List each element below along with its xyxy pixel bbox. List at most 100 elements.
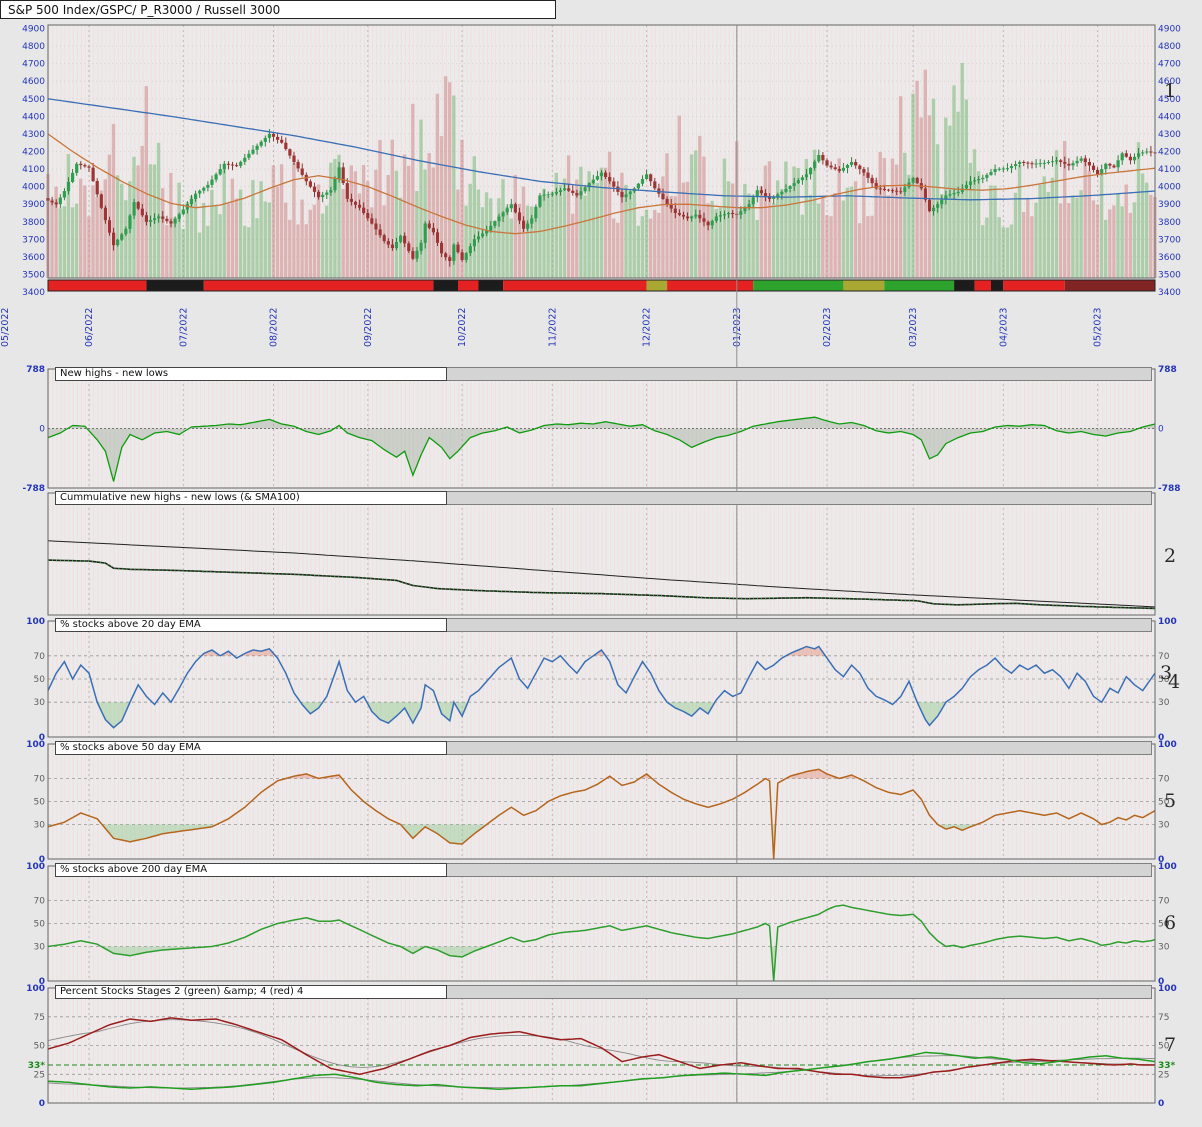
svg-text:70: 70 <box>34 897 46 907</box>
svg-text:70: 70 <box>34 652 46 662</box>
svg-text:4100: 4100 <box>22 165 45 175</box>
cumulative-nh-nl-panel <box>47 492 1156 616</box>
svg-text:-788: -788 <box>1158 484 1181 494</box>
svg-text:3700: 3700 <box>22 235 45 245</box>
pct-above-50ema-panel: 100 100 70 70 50 50 30 30 0 0 <box>26 740 1177 865</box>
svg-text:4300: 4300 <box>1158 130 1181 140</box>
svg-text:4000: 4000 <box>22 183 45 193</box>
panel-label-pct-above-50ema[interactable]: % stocks above 50 day EMA <box>55 741 447 755</box>
svg-text:50: 50 <box>34 675 46 685</box>
svg-text:4100: 4100 <box>1158 165 1181 175</box>
svg-text:3500: 3500 <box>22 271 45 281</box>
panel-label-new-highs-new-lows[interactable]: New highs - new lows <box>55 367 447 381</box>
svg-text:70: 70 <box>34 775 46 785</box>
panel-number-3: 3 <box>1160 662 1173 684</box>
svg-text:70: 70 <box>1158 897 1170 907</box>
date-axis: 05/2022 06/2022 07/2022 08/2022 09/2022 10/20… <box>0 308 1104 347</box>
svg-text:11/2022: 11/2022 <box>547 308 558 347</box>
svg-text:4200: 4200 <box>22 148 45 158</box>
svg-text:3700: 3700 <box>1158 235 1181 245</box>
svg-text:33*: 33* <box>28 1061 46 1071</box>
svg-text:4600: 4600 <box>22 77 45 87</box>
panel-number-1: 1 <box>1164 80 1177 102</box>
panel-header-band <box>446 491 1152 505</box>
svg-text:05/2023: 05/2023 <box>1093 308 1104 347</box>
chart-title-bar: S&P 500 Index/GSPC/ P_R3000 / Russell 30… <box>0 0 556 19</box>
svg-text:4000: 4000 <box>1158 183 1181 193</box>
svg-text:02/2023: 02/2023 <box>822 308 833 347</box>
svg-text:0: 0 <box>39 977 45 987</box>
svg-text:4800: 4800 <box>22 42 45 52</box>
svg-text:4900: 4900 <box>1158 25 1181 35</box>
svg-text:3600: 3600 <box>22 253 45 263</box>
svg-text:0: 0 <box>1158 733 1164 743</box>
panel-label-pct-above-20ema[interactable]: % stocks above 20 day EMA <box>55 618 447 632</box>
panel-label-cumulative-nh-nl[interactable]: Cummulative new highs - new lows (& SMA1… <box>55 491 447 505</box>
svg-text:3400: 3400 <box>1158 288 1181 298</box>
svg-text:4900: 4900 <box>22 25 45 35</box>
panel-header-band <box>446 985 1152 999</box>
svg-text:100: 100 <box>1158 862 1177 872</box>
svg-text:3400: 3400 <box>22 288 45 298</box>
svg-text:100: 100 <box>26 984 45 994</box>
svg-text:3800: 3800 <box>22 218 45 228</box>
svg-text:100: 100 <box>1158 617 1177 627</box>
svg-text:4600: 4600 <box>1158 77 1181 87</box>
svg-text:3800: 3800 <box>1158 218 1181 228</box>
svg-text:0: 0 <box>1158 977 1164 987</box>
svg-text:30: 30 <box>34 821 46 831</box>
panel-header-band <box>446 741 1152 755</box>
panel-header-band <box>446 863 1152 877</box>
svg-text:-788: -788 <box>22 484 45 494</box>
svg-text:50: 50 <box>1158 1042 1170 1052</box>
svg-text:3500: 3500 <box>1158 271 1181 281</box>
svg-text:0: 0 <box>39 855 45 865</box>
svg-text:30: 30 <box>1158 943 1170 953</box>
panel-number-5: 5 <box>1164 790 1177 812</box>
svg-text:75: 75 <box>34 1013 45 1023</box>
svg-text:0: 0 <box>1158 855 1164 865</box>
svg-text:70: 70 <box>1158 652 1170 662</box>
svg-text:3600: 3600 <box>1158 253 1181 263</box>
panel-header-band <box>446 367 1152 381</box>
svg-text:30: 30 <box>1158 698 1170 708</box>
svg-text:75: 75 <box>1158 1013 1169 1023</box>
svg-text:09/2022: 09/2022 <box>363 308 374 347</box>
svg-text:100: 100 <box>26 862 45 872</box>
svg-text:100: 100 <box>26 740 45 750</box>
panel-header-band <box>446 618 1152 632</box>
main-price-panel: 4900 4900 4800 4800 4700 4700 4600 4600 4500 4500… <box>22 24 1181 298</box>
svg-text:0: 0 <box>39 425 45 435</box>
svg-text:50: 50 <box>34 920 46 930</box>
svg-text:08/2022: 08/2022 <box>269 308 280 347</box>
svg-text:25: 25 <box>34 1070 45 1080</box>
svg-text:4700: 4700 <box>1158 60 1181 70</box>
svg-text:4500: 4500 <box>1158 95 1181 105</box>
svg-text:3900: 3900 <box>1158 200 1181 210</box>
panel-label-pct-above-200ema[interactable]: % stocks above 200 day EMA <box>55 863 447 877</box>
svg-text:50: 50 <box>1158 798 1170 808</box>
svg-text:100: 100 <box>1158 984 1177 994</box>
svg-text:30: 30 <box>34 698 46 708</box>
svg-text:100: 100 <box>1158 740 1177 750</box>
svg-text:788: 788 <box>1158 365 1177 375</box>
svg-text:4500: 4500 <box>22 95 45 105</box>
svg-text:788: 788 <box>26 365 45 375</box>
svg-text:30: 30 <box>1158 821 1170 831</box>
stage-strip <box>47 279 1156 292</box>
ma200-line <box>47 98 1156 201</box>
svg-text:10/2022: 10/2022 <box>457 308 468 347</box>
svg-text:0: 0 <box>39 733 45 743</box>
panel-number-2: 2 <box>1164 545 1177 567</box>
svg-text:50: 50 <box>34 798 46 808</box>
panel-number-7: 7 <box>1164 1034 1177 1056</box>
svg-text:4300: 4300 <box>22 130 45 140</box>
panel-label-stages[interactable]: Percent Stocks Stages 2 (green) &amp; 4 … <box>55 985 447 999</box>
svg-text:06/2022: 06/2022 <box>84 308 95 347</box>
candlesticks <box>46 129 1157 267</box>
svg-text:33*: 33* <box>1158 1061 1176 1071</box>
svg-text:12/2022: 12/2022 <box>642 308 653 347</box>
svg-text:4200: 4200 <box>1158 148 1181 158</box>
